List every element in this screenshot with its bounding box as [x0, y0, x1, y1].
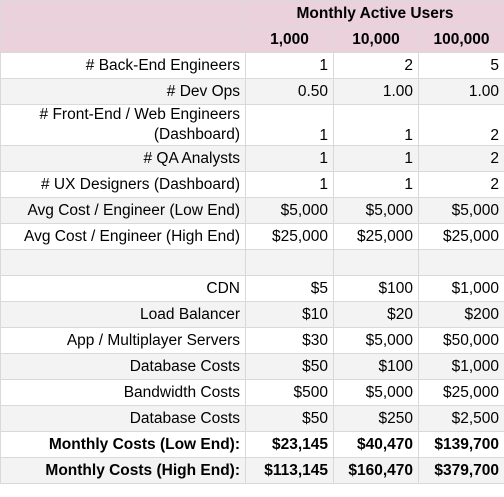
cell-value: $379,700	[417, 457, 504, 484]
cell-value: 0.50	[245, 78, 334, 105]
cell-value: $20	[333, 301, 419, 328]
row-label: Avg Cost / Engineer (High End)	[0, 223, 246, 250]
table-row: Monthly Costs (High End): $113,145 $160,47…	[0, 457, 504, 484]
table-row: # QA Analysts 1 1 2	[0, 145, 504, 172]
empty-cell	[245, 249, 334, 276]
table-row: CDN $5 $100 $1,000	[0, 275, 504, 302]
table-row: Load Balancer $10 $20 $200	[0, 301, 504, 328]
cell-value: 1.00	[333, 78, 419, 105]
cell-value: $25,000	[333, 223, 419, 250]
table-row: # Back-End Engineers 1 2 5	[0, 52, 504, 79]
row-label: Monthly Costs (High End):	[0, 457, 246, 484]
row-label: Bandwidth Costs	[0, 379, 246, 406]
row-label: Avg Cost / Engineer (Low End)	[0, 197, 246, 224]
cell-value: $25,000	[417, 379, 504, 406]
row-label: CDN	[0, 275, 246, 302]
table-row: Database Costs $50 $250 $2,500	[0, 405, 504, 432]
column-header: 100,000	[417, 26, 504, 53]
cell-value: $100	[333, 353, 419, 380]
empty-cell	[0, 249, 246, 276]
cell-value: $30	[245, 327, 334, 354]
column-header: 1,000	[245, 26, 334, 53]
cell-value: 1	[333, 104, 419, 146]
cell-value: $5,000	[417, 197, 504, 224]
cell-value: 2	[417, 145, 504, 172]
empty-cell	[333, 249, 419, 276]
cell-value: $500	[245, 379, 334, 406]
cell-value: 1	[245, 145, 334, 172]
row-label: # QA Analysts	[0, 145, 246, 172]
cell-value: 2	[417, 104, 504, 146]
row-label: App / Multiplayer Servers	[0, 327, 246, 354]
spacer-row	[0, 249, 504, 276]
row-label: Database Costs	[0, 353, 246, 380]
table-row: Avg Cost / Engineer (High End) $25,000 $25…	[0, 223, 504, 250]
corner-cell	[0, 0, 246, 27]
cell-value: $23,145	[245, 431, 334, 458]
cell-value: $25,000	[417, 223, 504, 250]
row-label: Database Costs	[0, 405, 246, 432]
group-header-row: Monthly Active Users	[0, 0, 504, 27]
cell-value: 1	[245, 171, 334, 198]
cell-value: $160,470	[333, 457, 419, 484]
row-label: # Dev Ops	[0, 78, 246, 105]
cell-value: 1	[245, 52, 334, 79]
cell-value: $5,000	[333, 379, 419, 406]
cell-value: $10	[245, 301, 334, 328]
cell-value: $50,000	[417, 327, 504, 354]
cell-value: $5,000	[245, 197, 334, 224]
cell-value: $5	[245, 275, 334, 302]
row-label: Load Balancer	[0, 301, 246, 328]
corner-cell	[0, 26, 246, 53]
cell-value: 1	[333, 171, 419, 198]
row-label: # Back-End Engineers	[0, 52, 246, 79]
cell-value: $139,700	[417, 431, 504, 458]
table-row: Bandwidth Costs $500 $5,000 $25,000	[0, 379, 504, 406]
cost-table: Monthly Active Users 1,000 10,000 100,000 …	[0, 0, 504, 484]
cell-value: 5	[417, 52, 504, 79]
cell-value: $1,000	[417, 353, 504, 380]
cell-value: $1,000	[417, 275, 504, 302]
cell-value: 1	[333, 145, 419, 172]
table-row: # UX Designers (Dashboard) 1 1 2	[0, 171, 504, 198]
cell-value: $25,000	[245, 223, 334, 250]
cell-value: $5,000	[333, 327, 419, 354]
row-label: # Front-End / Web Engineers (Dashboard)	[0, 104, 246, 146]
column-header: 10,000	[333, 26, 419, 53]
cell-value: 2	[333, 52, 419, 79]
row-label: # UX Designers (Dashboard)	[0, 171, 246, 198]
table-row: App / Multiplayer Servers $30 $5,000 $50,00…	[0, 327, 504, 354]
cell-value: $100	[333, 275, 419, 302]
cell-value: 1	[245, 104, 334, 146]
cell-value: $250	[333, 405, 419, 432]
cell-value: $113,145	[245, 457, 334, 484]
table-row: Database Costs $50 $100 $1,000	[0, 353, 504, 380]
row-label: Monthly Costs (Low End):	[0, 431, 246, 458]
cell-value: $5,000	[333, 197, 419, 224]
cell-value: $2,500	[417, 405, 504, 432]
group-header: Monthly Active Users	[244, 0, 504, 27]
table-row: # Dev Ops 0.50 1.00 1.00	[0, 78, 504, 105]
cell-value: $40,470	[333, 431, 419, 458]
cell-value: 2	[417, 171, 504, 198]
cell-value: $200	[417, 301, 504, 328]
cell-value: $50	[245, 353, 334, 380]
table-row: Avg Cost / Engineer (Low End) $5,000 $5,00…	[0, 197, 504, 224]
table-row: Monthly Costs (Low End): $23,145 $40,470 $1…	[0, 431, 504, 458]
table-row: # Front-End / Web Engineers (Dashboard) 1…	[0, 104, 504, 146]
cell-value: $50	[245, 405, 334, 432]
empty-cell	[417, 249, 504, 276]
cell-value: 1.00	[417, 78, 504, 105]
column-header-row: 1,000 10,000 100,000	[0, 26, 504, 53]
